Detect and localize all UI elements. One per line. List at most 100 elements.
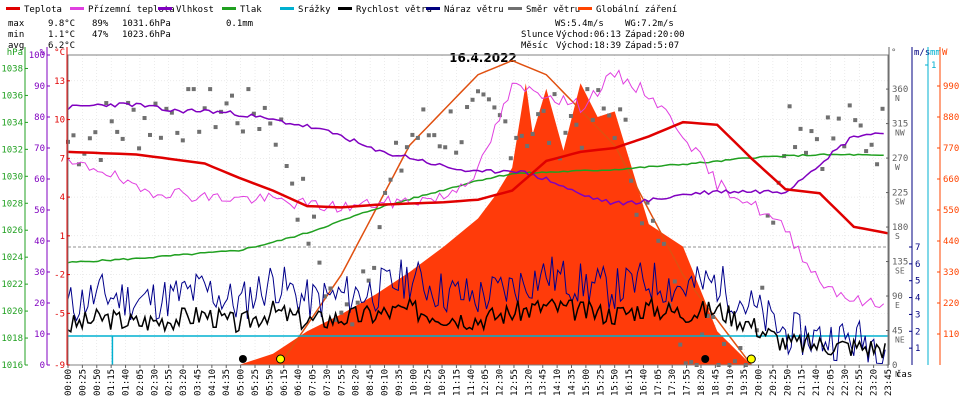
dir-dot-81 [508, 156, 513, 161]
x-label-46: 19:10 [726, 369, 736, 396]
dir-dot-99 [607, 113, 612, 118]
legend-swatch-1 [70, 7, 84, 10]
axis-label-hpa-5: 1028 [1, 199, 23, 209]
dir-dot-141 [836, 116, 841, 121]
axis-label-ms-6: 1 [915, 344, 920, 354]
x-label-41: 17:05 [654, 369, 664, 396]
axis-label-dir-7: 45 [892, 327, 903, 337]
stats-min-press: 1023.6hPa [122, 30, 171, 40]
axis-dirlabel-dir-4: S [895, 232, 900, 241]
x-label-38: 15:50 [611, 369, 621, 396]
dir-dot-137 [814, 137, 819, 142]
series-naraz [67, 256, 886, 365]
dir-dot-20 [175, 130, 180, 135]
dir-dot-8 [109, 119, 114, 124]
axis-label-dir-0: 360 [892, 85, 908, 95]
x-label-31: 12:55 [510, 369, 520, 396]
dir-dot-95 [585, 87, 590, 92]
legend-label-7: Směr větru [526, 5, 580, 15]
dir-dot-74 [470, 97, 475, 102]
x-label-33: 13:45 [539, 369, 549, 396]
x-label-19: 07:55 [337, 369, 347, 396]
x-label-51: 21:15 [798, 369, 808, 396]
x-label-44: 18:20 [697, 369, 707, 396]
axis-label-dir-1: 315 [892, 120, 908, 130]
axis-label-hpa-7: 1024 [1, 253, 23, 263]
dir-dot-86 [536, 112, 541, 117]
dir-dot-56 [372, 265, 377, 270]
dir-dot-7 [104, 101, 109, 106]
dir-dot-134 [798, 126, 803, 131]
x-label-50: 20:50 [783, 369, 793, 396]
dir-dot-69 [443, 145, 448, 150]
x-label-16: 06:40 [294, 369, 304, 396]
dir-dot-41 [290, 181, 295, 186]
dir-dot-29 [224, 101, 229, 106]
dir-dot-48 [328, 286, 333, 291]
stats-min-temp: 1.1°C [48, 30, 75, 40]
dir-dot-51 [344, 302, 349, 307]
moon-set-marker [238, 355, 247, 363]
dir-dot-72 [459, 140, 464, 145]
dir-dot-52 [350, 322, 355, 327]
x-label-17: 07:05 [309, 369, 319, 396]
stats-table: max 9.8°C 89% 1031.6hPa 0.1mm min 1.1°C … [8, 19, 253, 51]
x-label-29: 12:05 [481, 369, 491, 396]
legend-swatch-7 [508, 7, 522, 10]
legend-label-3: Tlak [240, 5, 262, 15]
stats-max-label: max [8, 19, 25, 29]
dir-dot-11 [126, 100, 131, 105]
axis-label-dir-3: 225 [892, 189, 908, 199]
axis-label-pct-0: 100 [29, 51, 45, 61]
dir-dot-17 [158, 135, 163, 140]
series-vlhkost [67, 102, 884, 206]
plot-area [66, 55, 889, 367]
x-label-10: 04:10 [208, 369, 218, 396]
axis-label-degc-3: 4 [60, 193, 65, 203]
x-label-24: 10:00 [409, 369, 419, 396]
dir-dot-24 [197, 129, 202, 134]
dir-dot-92 [568, 113, 573, 118]
dir-dot-146 [864, 149, 869, 154]
info-block: WS:5.4m/s WG:7.2m/s Slunce Východ:06:13 … [521, 19, 685, 51]
axis-label-wm2-5: 440 [943, 237, 959, 247]
dir-dot-61 [399, 168, 404, 173]
dir-dot-10 [120, 136, 125, 141]
dir-dot-88 [547, 140, 552, 145]
dir-dot-65 [421, 107, 426, 112]
x-label-27: 11:15 [452, 369, 462, 396]
dir-dot-147 [869, 142, 874, 147]
x-label-47: 19:35 [740, 369, 750, 396]
dir-dot-55 [366, 278, 371, 283]
info-sun-set: Západ:20:00 [625, 30, 685, 40]
dir-dot-132 [787, 104, 792, 109]
dir-dot-67 [432, 133, 437, 138]
dir-dot-47 [322, 294, 327, 299]
dir-dot-133 [793, 145, 798, 150]
dir-dot-13 [137, 146, 142, 151]
axis-label-mm-0: 1 [931, 61, 936, 71]
x-label-45: 18:45 [711, 369, 721, 396]
x-label-53: 22:05 [826, 369, 836, 396]
dir-dot-40 [284, 164, 289, 169]
axis-label-wm2-2: 770 [943, 144, 959, 154]
x-label-22: 09:10 [380, 369, 390, 396]
dir-dot-36 [262, 105, 267, 110]
dir-dot-46 [317, 260, 322, 265]
dir-dot-4 [87, 136, 92, 141]
legend-swatch-5 [338, 7, 352, 10]
dir-dot-44 [306, 241, 311, 246]
stats-max-press: 1031.6hPa [122, 19, 171, 29]
dir-dot-103 [629, 178, 634, 183]
axis-label-pct-2: 80 [34, 113, 45, 123]
dir-dot-54 [361, 269, 366, 274]
dir-dot-98 [601, 106, 606, 111]
dir-dot-21 [180, 138, 185, 143]
axis-label-hpa-0: 1038 [1, 64, 23, 74]
axis-label-hpa-8: 1022 [1, 280, 23, 290]
axis-label-degc-4: 1 [60, 232, 65, 242]
x-label-12: 05:00 [237, 369, 247, 396]
legend-swatch-6 [426, 7, 440, 10]
dir-dot-122 [732, 359, 737, 364]
